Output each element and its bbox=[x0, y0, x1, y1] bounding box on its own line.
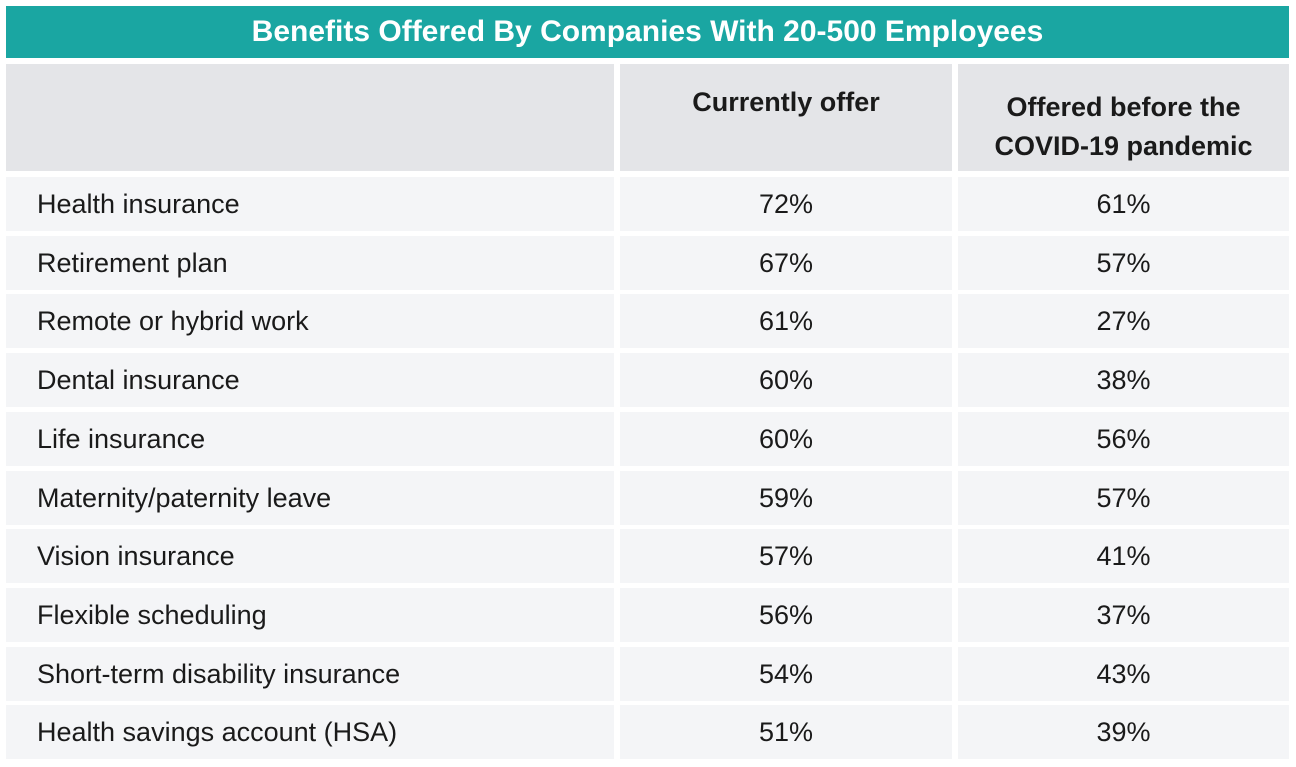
currently-offer-value: 60% bbox=[620, 412, 952, 466]
header-currently-offer: Currently offer bbox=[620, 64, 952, 171]
row-label: Life insurance bbox=[6, 412, 614, 466]
currently-offer-value: 51% bbox=[620, 705, 952, 759]
offered-before-value: 61% bbox=[958, 177, 1289, 231]
row-label: Maternity/paternity leave bbox=[6, 471, 614, 525]
currently-offer-value: 57% bbox=[620, 529, 952, 583]
currently-offer-value: 59% bbox=[620, 471, 952, 525]
currently-offer-value: 60% bbox=[620, 353, 952, 407]
row-label: Vision insurance bbox=[6, 529, 614, 583]
currently-offer-value: 54% bbox=[620, 647, 952, 701]
currently-offer-value: 67% bbox=[620, 236, 952, 290]
currently-offer-value: 61% bbox=[620, 294, 952, 348]
offered-before-value: 39% bbox=[958, 705, 1289, 759]
header-offered-before: Offered before the COVID-19 pandemic bbox=[958, 64, 1289, 171]
currently-offer-value: 72% bbox=[620, 177, 952, 231]
row-label: Retirement plan bbox=[6, 236, 614, 290]
row-label: Short-term disability insurance bbox=[6, 647, 614, 701]
offered-before-value: 57% bbox=[958, 471, 1289, 525]
offered-before-value: 37% bbox=[958, 588, 1289, 642]
offered-before-value: 27% bbox=[958, 294, 1289, 348]
offered-before-value: 41% bbox=[958, 529, 1289, 583]
table-title: Benefits Offered By Companies With 20-50… bbox=[6, 6, 1289, 58]
currently-offer-value: 56% bbox=[620, 588, 952, 642]
row-label: Remote or hybrid work bbox=[6, 294, 614, 348]
row-label: Health savings account (HSA) bbox=[6, 705, 614, 759]
offered-before-value: 56% bbox=[958, 412, 1289, 466]
offered-before-value: 38% bbox=[958, 353, 1289, 407]
header-offered-before-line1: Offered before the bbox=[1006, 92, 1241, 122]
row-label: Dental insurance bbox=[6, 353, 614, 407]
header-offered-before-line2: COVID-19 pandemic bbox=[994, 131, 1253, 161]
offered-before-value: 57% bbox=[958, 236, 1289, 290]
header-blank-cell bbox=[6, 64, 614, 171]
row-label: Health insurance bbox=[6, 177, 614, 231]
offered-before-value: 43% bbox=[958, 647, 1289, 701]
row-label: Flexible scheduling bbox=[6, 588, 614, 642]
